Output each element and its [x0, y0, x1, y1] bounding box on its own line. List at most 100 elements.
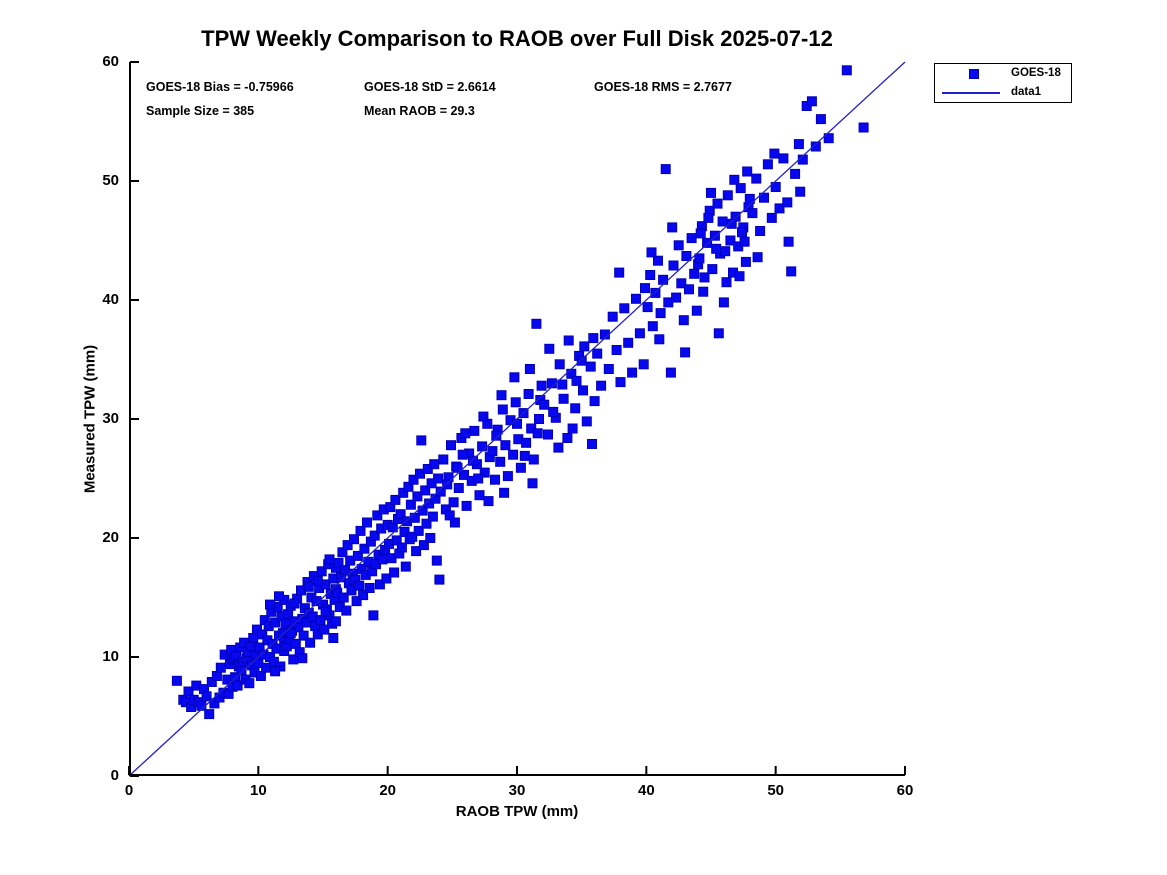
scatter-point	[567, 423, 578, 434]
scatter-point	[362, 517, 372, 528]
scatter-point	[421, 518, 432, 529]
scatter-point	[691, 305, 702, 316]
scatter-point	[548, 406, 559, 417]
scatter-point	[668, 260, 679, 271]
scatter-point	[395, 509, 406, 520]
scatter-point	[619, 303, 630, 314]
scatter-point	[734, 271, 745, 282]
x-tick-label: 0	[124, 782, 134, 799]
scatter-point	[305, 637, 316, 648]
scatter-point	[368, 610, 379, 621]
scatter-point	[312, 575, 323, 586]
scatter-point	[245, 641, 256, 652]
scatter-point	[747, 208, 758, 219]
x-tick-label: 20	[379, 782, 396, 799]
legend-square-marker-icon	[969, 69, 979, 79]
scatter-point	[638, 359, 649, 370]
scatter-point	[642, 302, 653, 313]
scatter-point	[858, 122, 869, 133]
scatter-point	[411, 546, 422, 557]
y-tick-label: 40	[102, 291, 119, 308]
scatter-point	[372, 510, 383, 521]
scatter-point	[337, 547, 348, 558]
scatter-point	[766, 212, 777, 223]
scatter-point	[737, 227, 747, 238]
legend-label-data1: data1	[1011, 86, 1042, 98]
scatter-point	[684, 284, 694, 295]
scatter-point	[778, 153, 789, 164]
scatter-point	[554, 359, 565, 370]
scatter-point	[534, 414, 544, 424]
scatter-point	[770, 182, 781, 192]
scatter-point	[444, 510, 455, 521]
scatter-point	[248, 633, 259, 643]
scatter-point	[385, 502, 396, 513]
legend-entry-goes18: GOES-18	[935, 64, 1071, 83]
scatter-point	[438, 454, 449, 465]
scatter-point	[588, 333, 599, 344]
scatter-point	[557, 379, 568, 390]
scatter-point	[499, 487, 510, 498]
scatter-point	[351, 596, 362, 607]
scatter-point	[342, 540, 353, 551]
scatter-point	[452, 462, 463, 473]
scatter-point	[381, 573, 392, 584]
scatter-point	[244, 678, 255, 689]
scatter-point	[673, 240, 684, 251]
scatter-point	[532, 428, 543, 439]
scatter-point	[524, 364, 535, 374]
scatter-point	[647, 321, 658, 332]
scatter-point	[400, 561, 411, 572]
scatter-point	[712, 198, 723, 209]
scatter-point	[528, 454, 539, 465]
scatter-point	[390, 494, 401, 505]
scatter-point	[495, 456, 506, 467]
x-tick-label: 60	[896, 782, 914, 799]
scatter-point	[320, 606, 331, 617]
scatter-point	[678, 315, 689, 326]
scatter-point	[461, 500, 472, 511]
scatter-point	[265, 599, 275, 610]
scatter-point	[740, 256, 751, 267]
scatter-point	[324, 554, 335, 565]
scatter-point	[474, 490, 485, 501]
scatter-point	[823, 133, 834, 144]
scatter-point	[274, 591, 284, 602]
scatter-point	[699, 272, 710, 283]
scatter-point	[425, 533, 436, 543]
scatter-point	[509, 372, 520, 383]
scatter-point	[774, 203, 785, 214]
scatter-point	[581, 416, 592, 427]
scatter-point	[718, 297, 729, 308]
scatter-point	[215, 662, 226, 673]
scatter-plot-canvas	[128, 61, 906, 777]
scatter-point	[333, 558, 344, 568]
scatter-point	[815, 114, 826, 125]
scatter-point	[676, 278, 687, 289]
scatter-point	[496, 390, 507, 401]
scatter-point	[686, 233, 697, 244]
scatter-point	[459, 469, 469, 480]
scatter-point	[650, 287, 661, 298]
scatter-point	[627, 367, 638, 378]
scatter-point	[810, 141, 821, 152]
scatter-point	[726, 218, 737, 229]
scatter-point	[563, 335, 574, 346]
scatter-point	[527, 478, 538, 489]
scatter-point	[720, 246, 731, 257]
scatter-point	[405, 499, 416, 510]
y-tick-label: 50	[102, 172, 119, 189]
scatter-point	[841, 65, 852, 76]
scatter-point	[806, 96, 817, 107]
scatter-point	[364, 583, 375, 593]
scatter-point	[634, 328, 645, 339]
scatter-point	[270, 617, 281, 628]
scatter-point	[735, 183, 746, 194]
y-tick-label: 20	[102, 529, 119, 546]
scatter-point	[341, 605, 352, 616]
x-tick-label: 40	[637, 782, 655, 799]
scatter-point	[460, 428, 471, 439]
scatter-point	[631, 293, 641, 304]
scatter-point	[751, 173, 762, 184]
scatter-point	[183, 686, 194, 697]
